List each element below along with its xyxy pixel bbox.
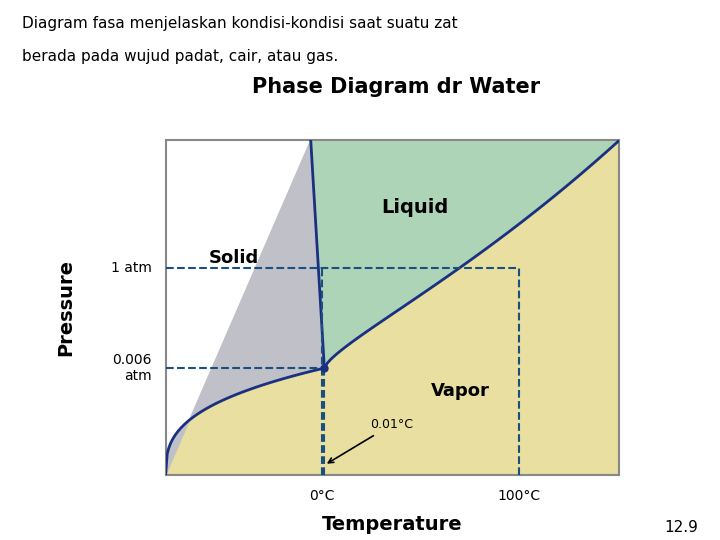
Text: Phase Diagram dr Water: Phase Diagram dr Water xyxy=(252,77,540,97)
Text: Liquid: Liquid xyxy=(382,198,449,217)
Text: Temperature: Temperature xyxy=(322,515,463,535)
Text: 0°C: 0°C xyxy=(310,489,335,503)
Text: 0.006
atm: 0.006 atm xyxy=(112,353,152,383)
Text: 100°C: 100°C xyxy=(498,489,541,503)
Text: Vapor: Vapor xyxy=(431,382,490,401)
Polygon shape xyxy=(166,140,619,475)
Text: 0.01°C: 0.01°C xyxy=(328,418,413,463)
Text: Diagram fasa menjelaskan kondisi-kondisi saat suatu zat: Diagram fasa menjelaskan kondisi-kondisi… xyxy=(22,16,457,31)
Text: 1 atm: 1 atm xyxy=(111,261,152,275)
Polygon shape xyxy=(311,140,619,368)
Text: 12.9: 12.9 xyxy=(665,519,698,535)
Text: Pressure: Pressure xyxy=(56,259,76,356)
Text: berada pada wujud padat, cair, atau gas.: berada pada wujud padat, cair, atau gas. xyxy=(22,49,338,64)
Text: Solid: Solid xyxy=(209,248,258,267)
Polygon shape xyxy=(166,140,324,475)
